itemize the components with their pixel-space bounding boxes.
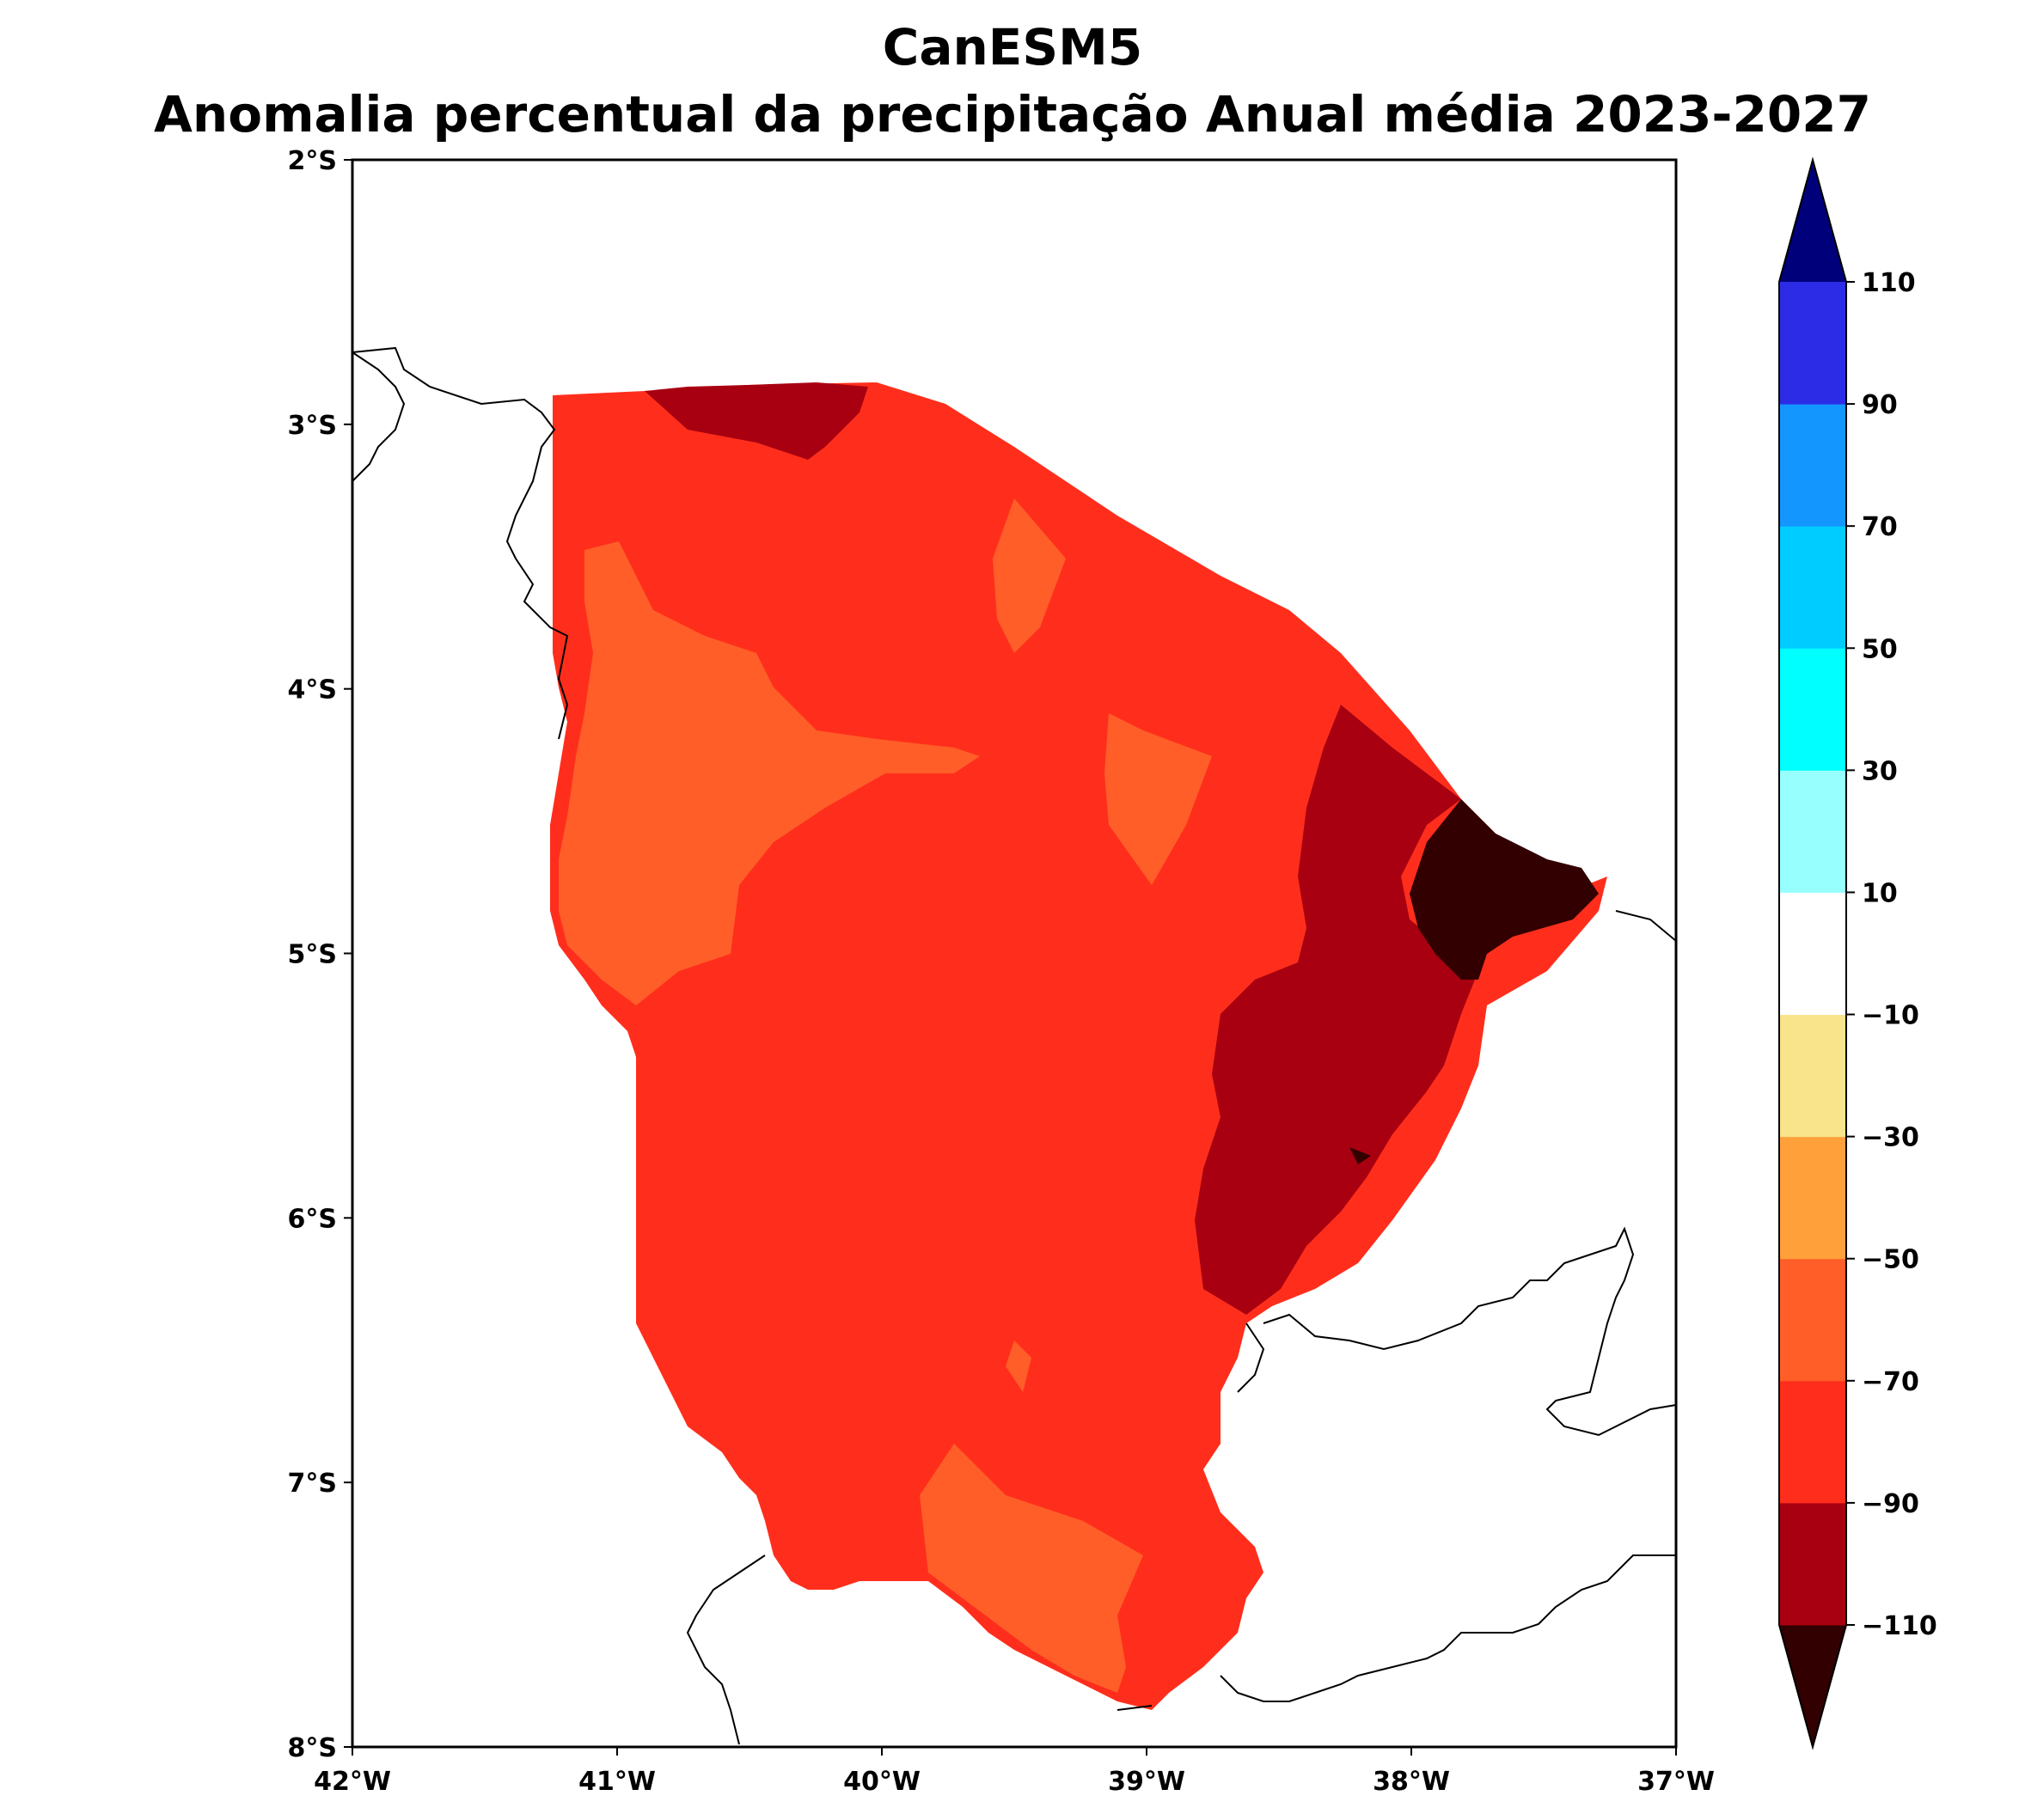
region-light-center	[1104, 713, 1212, 885]
region-light-west	[559, 541, 980, 1005]
lat-tick-label: 7°S	[288, 1469, 337, 1499]
region-light-small	[1006, 1341, 1031, 1392]
region-darkest-northeast	[1410, 799, 1599, 980]
colorbar-tick-label: −30	[1862, 1123, 1919, 1153]
lat-tick-label: 4°S	[288, 675, 337, 705]
lat-tick-label: 8°S	[288, 1733, 337, 1763]
region-dark-east	[1195, 705, 1478, 1315]
colorbar-tick-label: −90	[1862, 1489, 1919, 1519]
longitude-ticks: 42°W 41°W 40°W 39°W 38°W 37°W	[314, 1747, 1715, 1797]
colorbar-bin	[1779, 404, 1846, 527]
colorbar-tick-label: −70	[1862, 1367, 1919, 1397]
lat-tick-label: 3°S	[288, 411, 337, 441]
colorbar-tick-label: 50	[1862, 634, 1898, 664]
colorbar-tick-label: 110	[1862, 268, 1916, 298]
lat-tick-label: 2°S	[288, 146, 337, 176]
colorbar-tick-label: 10	[1862, 878, 1898, 908]
region-light-northcenter	[993, 498, 1066, 653]
colorbar-bin	[1779, 1014, 1846, 1138]
lon-tick-label: 39°W	[1108, 1767, 1185, 1797]
lon-tick-label: 40°W	[843, 1767, 921, 1797]
state-borders	[352, 346, 1677, 1745]
colorbar-tick-label: −10	[1862, 1001, 1919, 1031]
colorbar: 110 90 70 50 30 10 −10 −30 −50 −70 −90 −110	[1778, 156, 1937, 1750]
colorbar-bin	[1779, 1502, 1846, 1626]
colorbar-bin	[1779, 282, 1846, 405]
map-area	[352, 346, 1677, 1745]
lat-tick-label: 6°S	[288, 1204, 337, 1234]
region-light-south	[920, 1444, 1143, 1693]
chart-title-line2: Anomalia percentual da precipitação Anua…	[154, 85, 1871, 144]
lat-tick-label: 5°S	[288, 940, 337, 970]
colorbar-tick-label: −50	[1862, 1245, 1919, 1275]
lon-tick-label: 42°W	[314, 1767, 391, 1797]
region-dark-north	[645, 382, 868, 460]
colorbar-bin	[1779, 1258, 1846, 1382]
colorbar-tick-label: −110	[1862, 1611, 1937, 1641]
colorbar-tick-label: 90	[1862, 390, 1898, 420]
colorbar-extend-min	[1779, 1625, 1846, 1747]
colorbar-bin	[1779, 770, 1846, 893]
colorbar-bin	[1779, 1136, 1846, 1260]
chart-title-line1: CanESM5	[882, 18, 1143, 76]
region-darkest-small	[1349, 1147, 1371, 1164]
colorbar-bin	[1779, 892, 1846, 1016]
colorbar-bin	[1779, 526, 1846, 649]
colorbar-extend-max	[1779, 160, 1846, 282]
lon-tick-label: 37°W	[1637, 1767, 1715, 1797]
colorbar-bin	[1779, 648, 1846, 771]
lon-tick-label: 38°W	[1373, 1767, 1450, 1797]
colorbar-tick-label: 70	[1862, 512, 1898, 542]
lon-tick-label: 41°W	[578, 1767, 656, 1797]
latitude-ticks: 2°S 3°S 4°S 5°S 6°S 7°S 8°S	[288, 146, 352, 1763]
colorbar-tick-label: 30	[1862, 756, 1898, 786]
colorbar-bin	[1779, 1380, 1846, 1504]
